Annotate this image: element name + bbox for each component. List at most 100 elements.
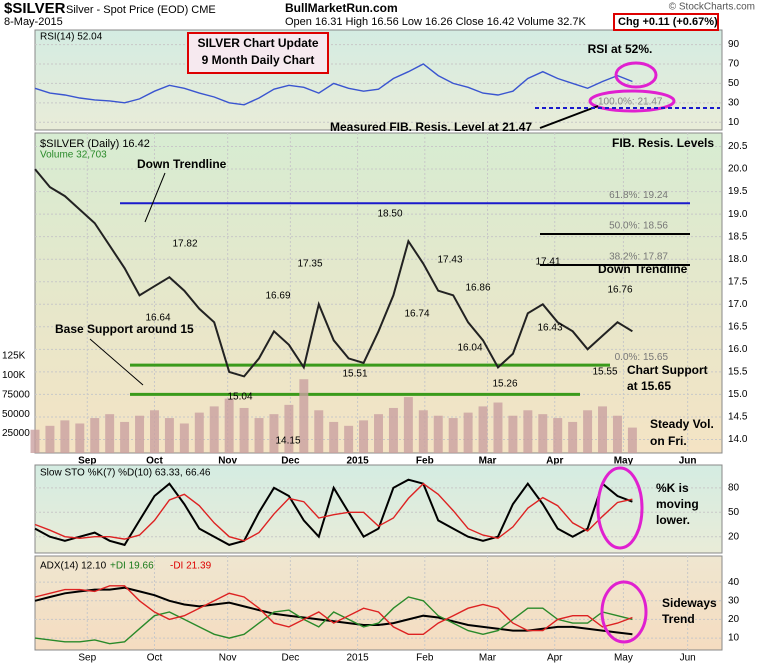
point-label: 15.55 xyxy=(592,367,617,378)
rsi-legend: RSI(14) 52.04 xyxy=(40,32,103,43)
volume-bar xyxy=(135,415,145,453)
point-label: 17.82 xyxy=(172,239,197,250)
annotation: Base Support around 15 xyxy=(55,322,194,336)
plot-area: 10 30 50 70 90 RSI(14) 52.04 Sep Oct Nov Dec 2015 F… xyxy=(2,29,748,664)
symbol: $SILVER xyxy=(4,0,66,17)
y-tick-label: 14.0 xyxy=(728,434,748,445)
x-tick-label: Apr xyxy=(546,456,563,467)
point-label: 14.15 xyxy=(275,436,300,447)
y-tick-label: 18.5 xyxy=(728,231,748,242)
instrument: Silver - Spot Price (EOD) CME xyxy=(66,4,216,16)
annotation: Measured FIB. Resis. Level at 21.47 xyxy=(330,120,532,134)
y-tick-label: 50 xyxy=(728,507,740,518)
series-line xyxy=(34,596,633,645)
volume-bar xyxy=(164,418,174,453)
volume-bar xyxy=(433,415,443,453)
x-tick-label: Feb xyxy=(416,456,434,467)
y-tick-label: 20.5 xyxy=(728,141,748,152)
x-tick-label: Oct xyxy=(147,653,163,664)
y2-tick-label: 125K xyxy=(2,351,26,362)
x-tick-label: May xyxy=(614,653,633,664)
highlight xyxy=(614,61,658,89)
x-tick-label: May xyxy=(614,456,634,467)
annotation: Sideways xyxy=(662,596,717,610)
volume-bar xyxy=(508,415,518,453)
series-line xyxy=(34,482,633,542)
point-label: 17.35 xyxy=(297,259,322,270)
volume-bar xyxy=(30,429,40,453)
volume-legend: Volume 32,703 xyxy=(40,150,107,161)
volume-bar xyxy=(403,397,413,453)
point-label: 16.74 xyxy=(404,309,429,320)
volume-bar xyxy=(90,418,100,453)
volume-bar xyxy=(583,410,593,453)
y-tick-label: 20.0 xyxy=(728,164,748,175)
y-tick-label: 16.0 xyxy=(728,344,748,355)
x-tick-label: Sep xyxy=(78,653,96,664)
x-tick-label: Oct xyxy=(146,456,163,467)
y-tick-label: 30 xyxy=(728,97,740,108)
panel xyxy=(34,132,723,454)
change: Chg +0.11 (+0.67%) xyxy=(618,16,718,28)
volume-bar xyxy=(224,398,234,453)
annotation: FIB. Resis. Levels xyxy=(612,136,714,150)
x-tick-label: Apr xyxy=(547,653,563,664)
point-label: 18.50 xyxy=(377,209,402,220)
x-tick-label: 2015 xyxy=(346,653,369,664)
annotations: SILVER Chart Update 9 Month Daily Chart … xyxy=(40,32,720,644)
annotation: SILVER Chart Update xyxy=(197,36,318,50)
annotation: Down Trendline xyxy=(137,157,227,171)
highlight xyxy=(596,466,644,550)
site: BullMarketRun.com xyxy=(285,1,398,15)
y-tick-label: 15.5 xyxy=(728,367,748,378)
point-label: 15.51 xyxy=(342,369,367,380)
volume-bar xyxy=(598,406,608,453)
ohlc: Open 16.31 High 16.56 Low 16.26 Close 16… xyxy=(285,16,587,28)
annotation: 100.0%: 21.47 xyxy=(598,97,663,108)
y-tick-label: 16.5 xyxy=(728,321,748,332)
y2-tick-label: 75000 xyxy=(2,389,30,400)
point-label: 15.04 xyxy=(227,392,252,403)
y2-tick-label: 50000 xyxy=(2,409,30,420)
volume-bar xyxy=(314,410,324,453)
volume-bar xyxy=(105,414,115,453)
volume-bar xyxy=(478,406,488,453)
volume-bar xyxy=(568,421,578,453)
volume-bar xyxy=(209,406,219,453)
point-label: 16.04 xyxy=(457,343,482,354)
y-tick-label: 10 xyxy=(728,633,740,644)
volume-bar xyxy=(60,420,70,453)
volume-bar xyxy=(374,414,383,453)
x-tick-label: Sep xyxy=(78,456,96,467)
volume-bar xyxy=(344,425,354,453)
update-box xyxy=(187,32,329,74)
volume-bar xyxy=(75,423,85,453)
volume-bar xyxy=(553,418,563,453)
annotation: moving xyxy=(656,497,699,511)
y-tick-label: 15.0 xyxy=(728,389,748,400)
adx-legend: +DI 19.66 xyxy=(110,561,154,572)
x-tick-label: 2015 xyxy=(346,456,369,467)
volume-bar xyxy=(269,414,279,453)
point-label: 16.76 xyxy=(607,285,632,296)
y-tick-label: 18.0 xyxy=(728,254,748,265)
pointer xyxy=(144,172,166,223)
y-tick-label: 90 xyxy=(728,39,740,50)
highlight xyxy=(588,89,676,113)
volume-bar xyxy=(120,421,130,453)
volume-bar xyxy=(627,427,637,453)
volume-bar xyxy=(239,407,249,453)
annotation: %K is xyxy=(656,481,689,495)
volume-bar xyxy=(284,404,294,453)
point-label: 16.69 xyxy=(265,291,290,302)
annotation: lower. xyxy=(656,513,690,527)
y-tick-label: 17.5 xyxy=(728,276,748,287)
adx-legend: ADX(14) 12.10 xyxy=(40,561,107,572)
y-tick-label: 70 xyxy=(728,59,740,70)
annotation: RSI at 52%. xyxy=(588,42,653,56)
volume-bar xyxy=(463,412,473,453)
source: © StockCharts.com xyxy=(669,2,755,13)
volume-bar xyxy=(299,379,309,453)
y-tick-label: 14.5 xyxy=(728,412,748,423)
volume-bar xyxy=(45,425,55,453)
